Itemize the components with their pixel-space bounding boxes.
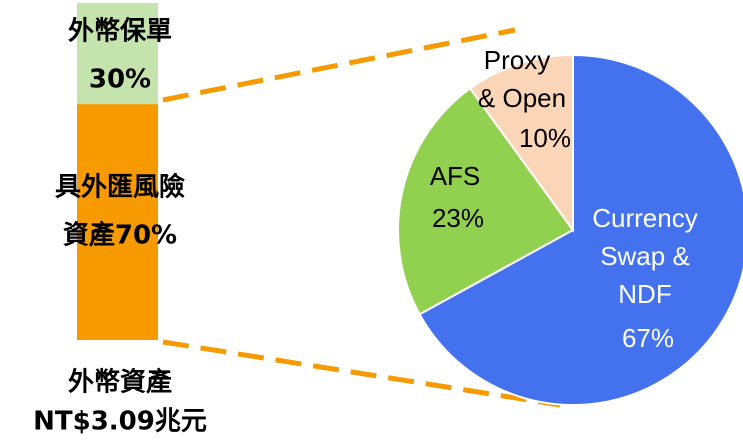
slice-label: Proxy	[484, 45, 550, 75]
pie-slice	[418, 53, 743, 406]
category-label: 外幣資產	[68, 367, 172, 398]
pie-slice	[468, 53, 574, 234]
total-label: NT$3.09兆元	[33, 407, 207, 437]
pie-slice	[397, 87, 575, 316]
segment-value: 30%	[89, 65, 151, 95]
slice-label: Currency	[592, 203, 697, 233]
segment-value: 資產70%	[63, 220, 177, 251]
connector-top	[162, 27, 516, 103]
slice-value: 23%	[432, 203, 484, 233]
slice-label: Swap &	[600, 241, 690, 271]
slice-label: & Open	[478, 83, 566, 113]
slice-label: AFS	[430, 161, 481, 191]
slice-value: 10%	[519, 123, 571, 153]
segment-name: 外幣保單	[68, 17, 172, 47]
bar-segment	[77, 3, 158, 105]
connector-bottom	[162, 339, 561, 408]
segment-name: 具外匯風險	[55, 172, 185, 203]
slice-label: NDF	[618, 279, 671, 309]
bar-segment	[77, 104, 158, 340]
slice-value: 67%	[622, 323, 674, 353]
